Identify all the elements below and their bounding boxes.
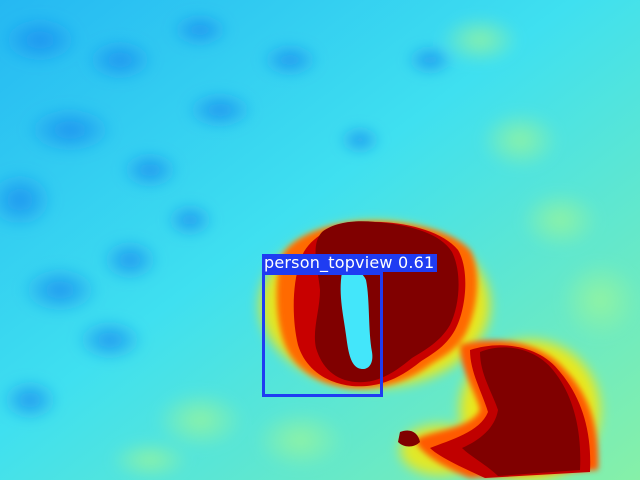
texture-blotches [0, 12, 640, 480]
person-cold-core [340, 270, 373, 370]
detection-label: person_topview 0.61 [262, 254, 438, 272]
detection-bounding-box [262, 272, 383, 397]
